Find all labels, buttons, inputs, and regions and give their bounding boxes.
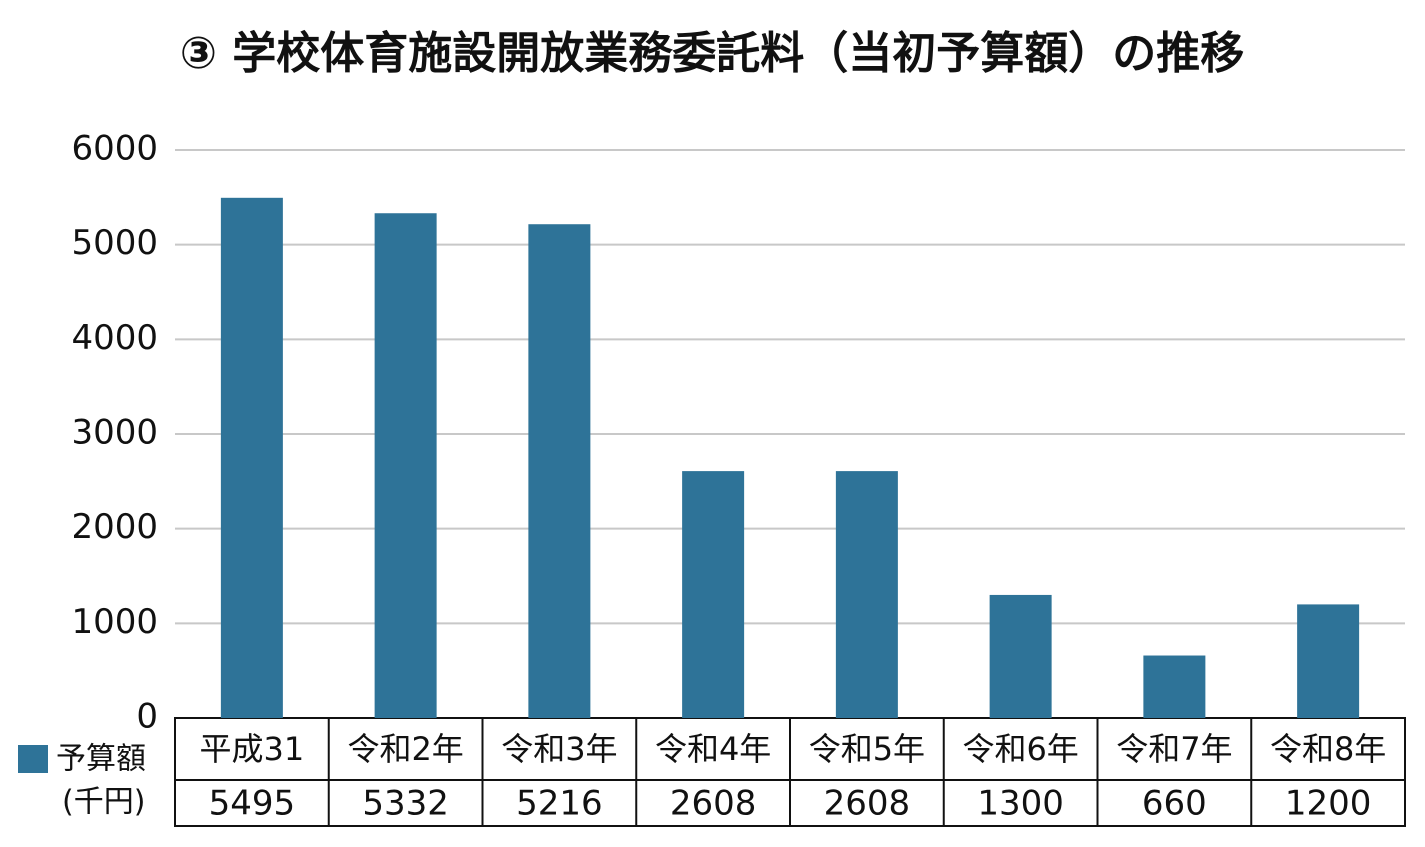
x-tick-label: 平成31 <box>200 730 305 768</box>
bar <box>835 471 898 718</box>
y-tick-label: 5000 <box>71 223 158 263</box>
y-tick-label: 1000 <box>71 602 158 642</box>
table-value: 5495 <box>209 784 296 824</box>
table-value: 1200 <box>1285 784 1372 824</box>
y-tick-label: 6000 <box>71 129 158 169</box>
table-value: 2608 <box>670 784 757 824</box>
x-tick-label: 令和7年 <box>1116 730 1232 768</box>
bar <box>1297 604 1360 718</box>
y-tick-label: 3000 <box>71 413 158 453</box>
bar <box>682 471 745 718</box>
chart-title: ③ 学校体育施設開放業務委託料（当初予算額）の推移 <box>180 28 1245 79</box>
x-tick-label: 令和2年 <box>347 730 463 768</box>
table-value: 1300 <box>977 784 1064 824</box>
legend-label: 予算額 <box>56 742 146 777</box>
legend-swatch <box>18 745 48 773</box>
x-tick-label: 令和8年 <box>1270 730 1386 768</box>
bar <box>989 594 1052 718</box>
y-tick-label: 4000 <box>71 318 158 358</box>
table-value: 2608 <box>824 784 911 824</box>
bar <box>374 213 437 718</box>
bar <box>528 224 591 718</box>
x-tick-label: 令和3年 <box>501 730 617 768</box>
table-value: 5216 <box>516 784 603 824</box>
x-tick-label: 令和6年 <box>962 730 1078 768</box>
unit-label: (千円) <box>62 785 145 820</box>
table-value: 660 <box>1142 784 1207 824</box>
y-tick-label: 2000 <box>71 507 158 547</box>
y-tick-label: 0 <box>136 697 158 737</box>
x-tick-label: 令和4年 <box>655 730 771 768</box>
x-tick-label: 令和5年 <box>809 730 925 768</box>
bar <box>220 197 283 719</box>
bar <box>1143 655 1206 718</box>
table-value: 5332 <box>362 784 449 824</box>
